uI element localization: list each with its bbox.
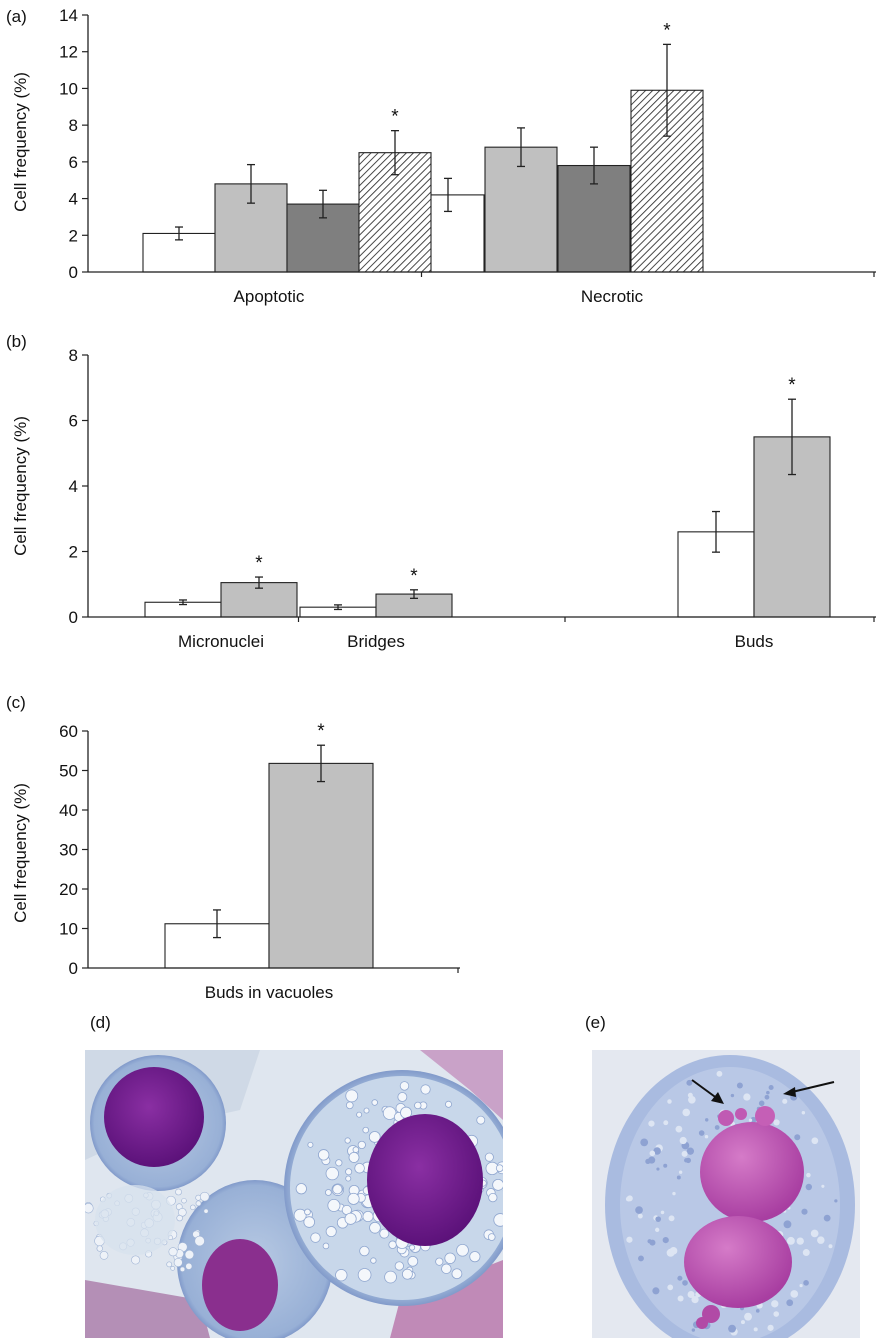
- significance-asterisk: *: [391, 107, 399, 128]
- error-bar: [391, 129, 399, 176]
- significance-asterisk: *: [663, 20, 671, 41]
- x-category-label: Micronuclei: [178, 632, 264, 651]
- y-tick-label: 0: [69, 959, 78, 978]
- panel-b-y-axis-title: Cell frequency (%): [11, 416, 30, 556]
- error-bar: [317, 744, 325, 783]
- error-bar: [712, 510, 720, 553]
- panel-c-label: (c): [6, 693, 26, 712]
- bar: [268, 762, 374, 969]
- panel-c-y-axis-title: Cell frequency (%): [11, 783, 30, 923]
- error-bar: [319, 189, 327, 219]
- x-category-label: Bridges: [347, 632, 405, 651]
- panel-a-label: (a): [6, 7, 27, 26]
- panel-c-y-axis: 0 10 20 30 40 50 60: [59, 722, 89, 978]
- y-tick-label: 60: [59, 722, 78, 741]
- panel-d-micrograph: (d): [85, 1013, 503, 1338]
- error-bar: [663, 43, 671, 137]
- significance-asterisk: *: [788, 375, 796, 396]
- y-tick-label: 2: [69, 226, 78, 245]
- panel-b-x-axis: Micronuclei Bridges Buds: [88, 616, 876, 651]
- arrow-icon: [783, 1081, 835, 1097]
- panel-c-x-axis: Buds in vacuoles: [88, 967, 460, 1002]
- panel-e-micrograph: (e): [585, 1013, 860, 1338]
- y-tick-label: 0: [69, 608, 78, 627]
- panel-a-x-axis: Apoptotic Necrotic: [88, 271, 876, 306]
- significance-asterisk: *: [410, 566, 418, 587]
- error-bar: [179, 599, 187, 606]
- panel-b-label: (b): [6, 332, 27, 351]
- error-bar: [247, 163, 255, 204]
- error-bar: [590, 146, 598, 185]
- y-tick-label: 10: [59, 920, 78, 939]
- panel-b-bars: * * *: [144, 375, 831, 618]
- panel-a-y-axis: 0 2 4 6 8 10 12 14: [59, 6, 89, 282]
- bar: [484, 146, 558, 273]
- panel-a-y-axis-title: Cell frequency (%): [11, 72, 30, 212]
- error-bar: [517, 127, 525, 168]
- panel-e-label: (e): [585, 1013, 606, 1032]
- panel-c-bars: *: [164, 721, 374, 969]
- panel-a-bars: **: [142, 20, 704, 273]
- error-bar: [255, 576, 263, 589]
- y-tick-label: 6: [69, 153, 78, 172]
- error-bar: [410, 589, 418, 599]
- panel-b-y-axis: 0 2 4 6 8: [69, 346, 89, 627]
- significance-asterisk: *: [255, 553, 263, 574]
- y-tick-label: 8: [69, 116, 78, 135]
- panel-c-chart: (c) 0 10 20 30 40 50 60 * Buds in vacuoles Cel…: [6, 693, 460, 1002]
- y-tick-label: 2: [69, 543, 78, 562]
- x-category-label: Necrotic: [581, 287, 644, 306]
- y-tick-label: 30: [59, 841, 78, 860]
- y-tick-label: 40: [59, 801, 78, 820]
- arrow-icon: [691, 1079, 724, 1104]
- x-category-label: Apoptotic: [234, 287, 305, 306]
- error-bar: [788, 398, 796, 476]
- y-tick-label: 10: [59, 79, 78, 98]
- y-tick-label: 50: [59, 762, 78, 781]
- panel-b-chart: (b) 0 2 4 6 8 * * * Micronuclei Bridges Buds Cel…: [6, 332, 876, 651]
- significance-asterisk: *: [317, 721, 325, 742]
- panel-d-label: (d): [90, 1013, 111, 1032]
- y-tick-label: 4: [69, 477, 78, 496]
- y-tick-label: 8: [69, 346, 78, 365]
- y-tick-label: 4: [69, 190, 78, 209]
- error-bar: [444, 177, 452, 213]
- y-tick-label: 0: [69, 263, 78, 282]
- y-tick-label: 20: [59, 880, 78, 899]
- error-bar: [334, 604, 342, 611]
- error-bar: [213, 909, 221, 939]
- y-tick-label: 6: [69, 412, 78, 431]
- x-category-label: Buds in vacuoles: [205, 983, 334, 1002]
- x-category-label: Buds: [735, 632, 774, 651]
- y-tick-label: 14: [59, 6, 78, 25]
- y-tick-label: 12: [59, 43, 78, 62]
- error-bar: [175, 226, 183, 241]
